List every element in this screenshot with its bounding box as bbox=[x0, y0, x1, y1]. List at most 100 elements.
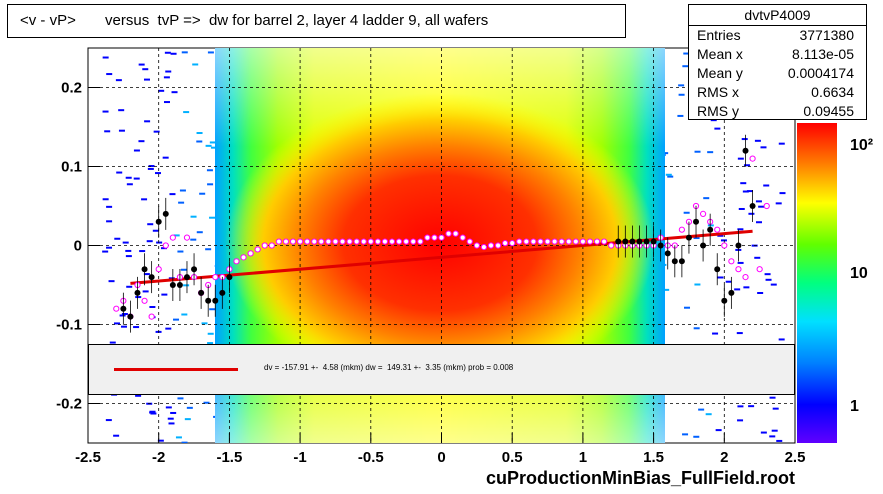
x-tick-label: 0.5 bbox=[502, 449, 523, 466]
heatmap-cell bbox=[190, 215, 197, 218]
heatmap-cell bbox=[161, 293, 168, 296]
rms-point bbox=[183, 234, 191, 241]
heatmap-cell bbox=[102, 198, 109, 201]
heatmap-cell bbox=[144, 120, 151, 123]
rms-point bbox=[502, 240, 509, 247]
rms-point bbox=[304, 238, 311, 245]
mean-point bbox=[183, 274, 190, 281]
heatmap-cell bbox=[149, 410, 156, 413]
heatmap-cell bbox=[115, 79, 122, 82]
heatmap-cell bbox=[125, 176, 132, 179]
mean-point bbox=[148, 274, 155, 281]
heatmap-cell bbox=[119, 314, 126, 317]
rms-point bbox=[763, 202, 770, 210]
heatmap-cell bbox=[149, 306, 156, 309]
heatmap-cell bbox=[181, 441, 188, 443]
heatmap-cell bbox=[196, 231, 203, 234]
heatmap-cell bbox=[113, 434, 120, 437]
colorbar bbox=[797, 123, 837, 443]
heatmap-cell bbox=[125, 255, 132, 258]
heatmap-cell bbox=[769, 435, 776, 438]
mean-point bbox=[205, 297, 212, 304]
rms-point bbox=[410, 238, 417, 245]
rms-point bbox=[466, 238, 473, 245]
heatmap-cell bbox=[763, 184, 770, 187]
mean-point bbox=[728, 289, 735, 296]
heatmap-cell bbox=[667, 175, 674, 178]
heatmap-cell bbox=[746, 190, 753, 193]
colorbar-label: 10² bbox=[850, 137, 873, 154]
heatmap-cell bbox=[102, 56, 109, 59]
fit-legend-line bbox=[114, 368, 238, 371]
heatmap-cell bbox=[118, 109, 125, 112]
heatmap-cell bbox=[178, 201, 185, 204]
stats-row: Entries 3771380 bbox=[689, 26, 866, 45]
heatmap-cell bbox=[192, 63, 199, 66]
rms-point bbox=[699, 210, 707, 217]
heatmap-cell bbox=[148, 165, 155, 168]
rms-point bbox=[742, 274, 749, 281]
heatmap-cell bbox=[769, 396, 776, 399]
heatmap-cell bbox=[725, 280, 732, 283]
heatmap-cell bbox=[206, 169, 213, 172]
x-tick-label: -2 bbox=[152, 449, 165, 466]
heatmap-cell bbox=[201, 322, 208, 325]
heatmap-cell bbox=[737, 261, 744, 264]
heatmap-cell bbox=[170, 411, 177, 414]
heatmap-cell bbox=[678, 84, 685, 87]
fit-legend: dv = -157.91 +- 4.58 (mkm) dw = 149.31 +… bbox=[88, 344, 795, 395]
rms-point bbox=[113, 305, 120, 312]
y-tick-label: 0.2 bbox=[61, 80, 82, 97]
y-tick-label: 0.1 bbox=[61, 159, 82, 176]
heatmap-cell bbox=[694, 283, 701, 286]
mean-point bbox=[714, 266, 721, 273]
heatmap-cell bbox=[104, 130, 111, 133]
heatmap-cell bbox=[717, 234, 724, 237]
heatmap-cell bbox=[106, 73, 113, 76]
rms-point bbox=[275, 238, 282, 245]
mean-point bbox=[127, 313, 134, 320]
mean-point bbox=[629, 238, 636, 245]
heatmap-cell bbox=[133, 149, 140, 152]
mean-point bbox=[162, 210, 169, 217]
rms-point bbox=[459, 234, 466, 241]
stats-label: Entries bbox=[697, 27, 741, 43]
mean-point bbox=[735, 242, 742, 249]
stats-value: 0.6634 bbox=[811, 84, 854, 100]
heatmap-cell bbox=[683, 52, 690, 55]
mean-point bbox=[198, 289, 205, 296]
rms-point bbox=[289, 238, 297, 245]
rms-point bbox=[169, 234, 176, 241]
stats-label: RMS y bbox=[697, 103, 739, 119]
heatmap-cell bbox=[754, 256, 761, 259]
mean-point bbox=[191, 266, 198, 273]
heatmap-cell bbox=[173, 234, 180, 237]
mean-point bbox=[155, 218, 162, 225]
heatmap-cell bbox=[196, 132, 203, 135]
rms-point bbox=[593, 238, 601, 245]
heatmap-cell bbox=[142, 68, 149, 71]
heatmap-cell bbox=[682, 65, 689, 68]
heatmap-cell bbox=[143, 78, 150, 81]
mean-point bbox=[134, 289, 141, 296]
heatmap-cell bbox=[165, 70, 172, 73]
heatmap-cell bbox=[755, 221, 762, 224]
stats-value: 0.0004174 bbox=[787, 65, 854, 81]
heatmap-cell bbox=[758, 205, 765, 208]
heatmap-cell bbox=[125, 249, 132, 252]
heatmap-cell bbox=[177, 250, 184, 253]
fit-legend-text: dv = -157.91 +- 4.58 (mkm) dw = 149.31 +… bbox=[264, 363, 514, 372]
x-tick-label: 2 bbox=[720, 449, 728, 466]
x-tick-label: 0 bbox=[437, 449, 445, 466]
heatmap-cell bbox=[205, 248, 212, 251]
heatmap-cell bbox=[138, 140, 145, 143]
mean-point bbox=[120, 305, 127, 312]
mean-point bbox=[707, 226, 714, 233]
rms-point bbox=[601, 238, 608, 245]
heatmap-cell bbox=[190, 238, 197, 241]
heatmap-cell bbox=[209, 216, 216, 219]
chart-title: <v - vP> versus tvP => dw for barrel 2, … bbox=[7, 4, 626, 38]
heatmap-cell bbox=[207, 51, 214, 54]
rms-point bbox=[516, 238, 523, 245]
heatmap-cell bbox=[737, 228, 744, 231]
